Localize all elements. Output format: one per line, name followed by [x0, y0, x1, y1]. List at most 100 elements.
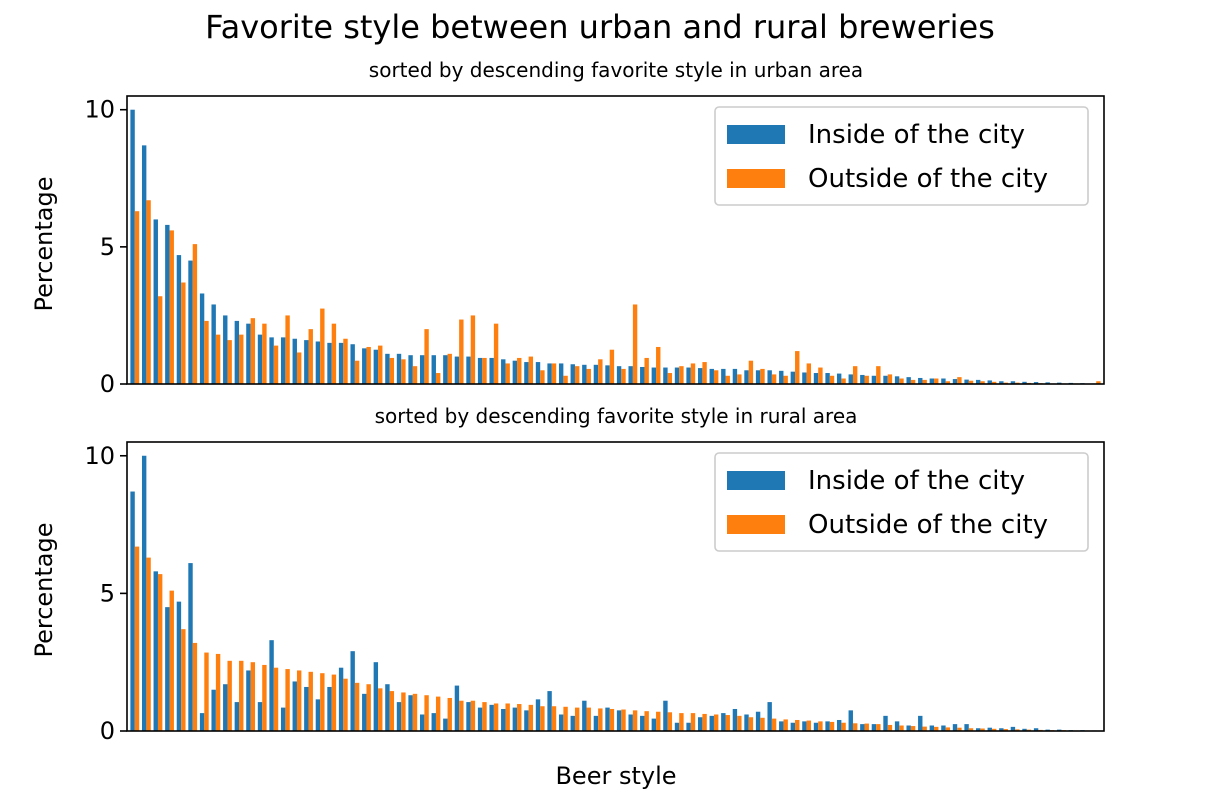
bar-outside — [308, 671, 313, 731]
bar-inside — [755, 711, 761, 731]
y-tick-label: 10 — [84, 442, 115, 470]
bar-inside — [176, 601, 182, 731]
bar-outside — [320, 673, 325, 731]
bar-inside — [790, 722, 796, 731]
bar-inside — [165, 607, 170, 731]
bar-outside — [574, 366, 580, 384]
bar-inside — [952, 379, 958, 384]
bar-outside — [957, 727, 962, 731]
bar-inside — [813, 373, 819, 384]
bar-inside — [744, 370, 749, 384]
bar-outside — [505, 363, 510, 384]
bar-inside — [929, 378, 935, 384]
bar-outside — [378, 688, 383, 731]
bar-inside — [883, 375, 888, 384]
bar-inside — [223, 315, 228, 384]
bar-outside — [598, 708, 603, 731]
bar-inside — [199, 293, 205, 384]
bar-outside — [505, 703, 510, 731]
bar-inside — [848, 710, 853, 731]
bar-inside — [663, 700, 668, 731]
bar-inside — [755, 370, 761, 384]
bar-outside — [795, 351, 800, 384]
legend-outside-swatch — [727, 515, 785, 534]
bar-inside — [443, 718, 448, 731]
bar-inside — [975, 379, 981, 384]
bar-inside — [246, 323, 251, 384]
bar-inside — [419, 355, 425, 384]
bar-outside — [563, 375, 568, 384]
bar-outside — [517, 704, 522, 731]
bar-inside — [292, 338, 297, 384]
bar-inside — [408, 695, 413, 731]
bar-outside — [435, 696, 441, 731]
bar-inside — [1010, 381, 1016, 384]
bar-outside — [656, 346, 661, 384]
y-tick-label: 0 — [100, 370, 115, 398]
bar-outside — [181, 282, 186, 384]
bar-outside — [876, 366, 881, 384]
bar-inside — [686, 722, 691, 731]
bar-inside — [489, 357, 494, 384]
bar-outside — [540, 706, 545, 731]
bar-outside — [447, 353, 452, 384]
bar-outside — [551, 363, 557, 384]
bar-inside — [373, 349, 379, 384]
bar-inside — [813, 722, 819, 731]
bar-inside — [141, 455, 147, 731]
bar-outside — [852, 366, 858, 384]
bar-outside — [273, 345, 279, 384]
bar-inside — [825, 373, 830, 384]
bar-outside — [447, 697, 452, 731]
bar-outside — [146, 200, 151, 384]
legend-inside-swatch — [727, 471, 785, 490]
bar-inside — [836, 719, 842, 731]
bar-inside — [176, 255, 182, 384]
plot-frame — [126, 95, 1105, 385]
bar-outside — [366, 346, 371, 384]
y-tick-label: 5 — [100, 233, 115, 261]
y-tick-label: 5 — [100, 579, 115, 607]
bar-inside — [280, 337, 286, 384]
bar-outside — [598, 359, 603, 384]
bar-inside — [477, 707, 483, 731]
bar-outside — [459, 700, 464, 731]
bar-inside — [234, 320, 240, 384]
x-axis-label: Beer style — [555, 762, 676, 790]
bar-inside — [640, 715, 645, 731]
bar-inside — [894, 376, 900, 384]
bar-inside — [836, 373, 842, 384]
bar-inside — [570, 715, 575, 731]
bar-inside — [802, 721, 807, 731]
bar-inside — [1022, 728, 1027, 731]
bar-inside — [697, 368, 703, 384]
bar-inside — [987, 380, 992, 384]
bar-outside — [285, 315, 290, 384]
bar-inside — [489, 704, 494, 731]
bar-inside — [304, 340, 309, 384]
bar-outside — [910, 726, 916, 731]
bar-outside — [760, 368, 765, 384]
bar-inside — [466, 702, 471, 731]
bar-inside — [257, 702, 263, 731]
bar-outside — [389, 357, 395, 384]
bar-outside — [424, 695, 429, 731]
bar-inside — [570, 364, 575, 384]
bar-outside — [250, 318, 256, 384]
bar-inside — [616, 366, 622, 384]
bar-outside — [679, 713, 684, 731]
bar-inside — [709, 368, 714, 384]
bar-outside — [667, 373, 673, 384]
bar-outside — [574, 707, 580, 731]
bar-inside — [640, 366, 645, 384]
bar-inside — [848, 374, 853, 384]
bar-inside — [628, 366, 633, 384]
bar-inside — [918, 377, 923, 384]
bar-inside — [906, 377, 911, 384]
bar-outside — [412, 693, 418, 731]
bar-inside — [338, 667, 344, 731]
bar-outside — [435, 373, 441, 384]
bar-outside — [204, 320, 209, 384]
bar-outside — [632, 304, 638, 384]
bar-inside — [929, 725, 935, 731]
